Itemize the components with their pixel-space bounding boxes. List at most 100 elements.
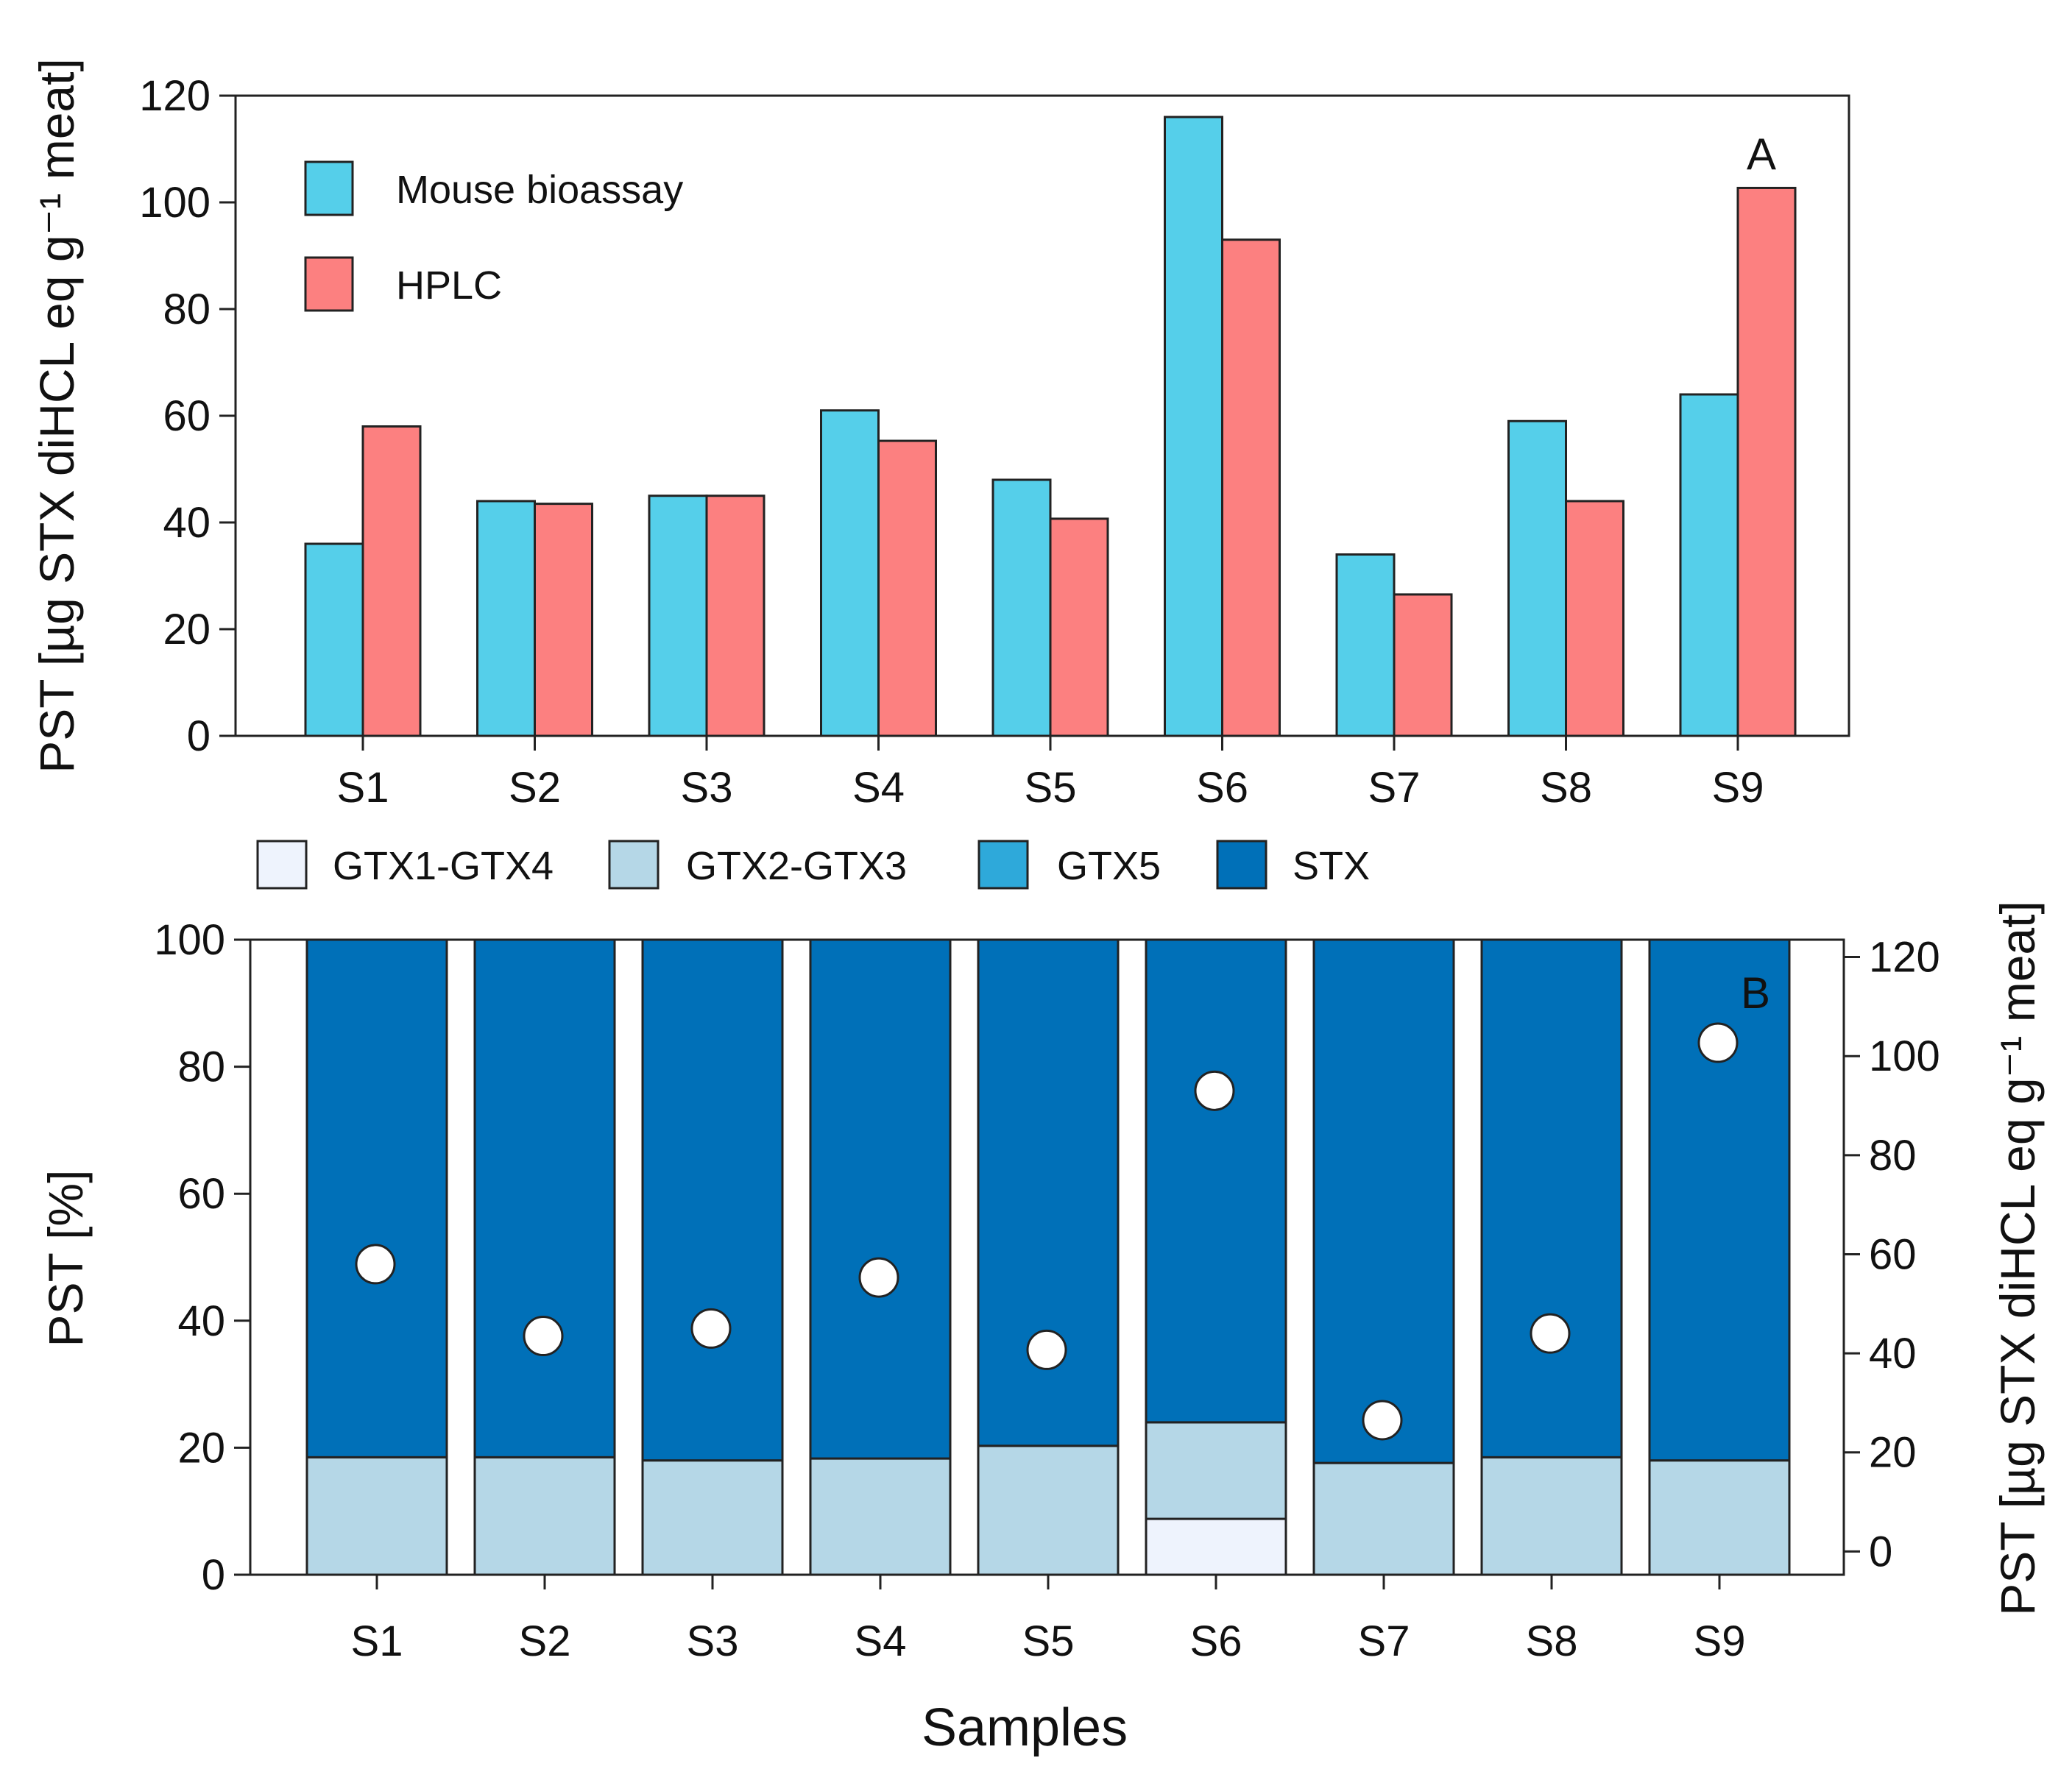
- legend-swatch-stx: [1216, 840, 1267, 890]
- bar-stx-s4: [809, 938, 952, 1460]
- panel-b-bars: [305, 938, 1791, 1576]
- y-tick-label: 60: [163, 392, 211, 440]
- bar-gtx2-gtx3-s9: [1648, 1459, 1791, 1576]
- bar-hplc-s3: [705, 494, 765, 737]
- x-tick-label: S4: [852, 764, 905, 812]
- y-tick-label: 100: [139, 179, 211, 227]
- secondary-y-tick-label: 40: [1869, 1330, 1917, 1378]
- y-tick-label: 0: [202, 1551, 225, 1599]
- point-hplc-s7: [1362, 1400, 1403, 1441]
- bar-hplc-s4: [877, 439, 937, 737]
- legend-label-mouse-bioassay: Mouse bioassay: [396, 168, 683, 212]
- bar-stx-s6: [1145, 938, 1287, 1424]
- point-hplc-s1: [355, 1244, 396, 1285]
- x-tick-label: S8: [1526, 1617, 1578, 1665]
- bar-mouse-bioassay-s6: [1164, 116, 1223, 737]
- panel-b-y-axis-label: PST [%]: [38, 1170, 93, 1347]
- x-tick-label: S8: [1540, 764, 1592, 812]
- legend-label-gtx1-gtx4: GTX1-GTX4: [333, 844, 554, 888]
- secondary-y-tick-label: 120: [1869, 934, 1940, 982]
- panel-b-y-axis: 0 20 40 60 80 100: [154, 916, 250, 1599]
- legend-label-hplc: HPLC: [396, 263, 502, 308]
- y-tick-label: 20: [163, 606, 211, 653]
- bar-hplc-s1: [361, 425, 422, 737]
- y-tick-label: 40: [177, 1297, 225, 1345]
- y-tick-label: 40: [163, 499, 211, 547]
- panel-b-secondary-y-axis: 0 20 40 60 80 100 120: [1844, 934, 1940, 1575]
- y-tick-label: 120: [139, 72, 211, 120]
- x-tick-label: S3: [681, 764, 733, 812]
- bar-gtx2-gtx3-s8: [1480, 1456, 1623, 1576]
- bar-hplc-s7: [1393, 593, 1453, 737]
- bar-mouse-bioassay-s5: [991, 478, 1052, 737]
- legend-swatch-gtx5: [977, 840, 1029, 890]
- x-tick-label: S4: [855, 1617, 907, 1665]
- x-tick-label: S1: [351, 1617, 403, 1665]
- x-tick-label: S5: [1022, 1617, 1075, 1665]
- bar-hplc-s9: [1736, 186, 1797, 737]
- panel-b-points: [355, 1022, 1739, 1441]
- bar-gtx2-gtx3-s1: [305, 1456, 448, 1576]
- x-tick-label: S2: [519, 1617, 571, 1665]
- legend-swatch-gtx1-gtx4: [256, 840, 308, 890]
- bar-stx-s7: [1312, 938, 1455, 1464]
- secondary-y-tick-label: 80: [1869, 1132, 1917, 1180]
- x-tick-label: S5: [1025, 764, 1077, 812]
- point-hplc-s3: [690, 1308, 732, 1349]
- y-tick-label: 80: [177, 1043, 225, 1091]
- x-tick-label: S3: [687, 1617, 739, 1665]
- panel-b-label: B: [1741, 968, 1770, 1018]
- bar-gtx2-gtx3-s5: [977, 1444, 1120, 1576]
- y-tick-label: 20: [177, 1424, 225, 1472]
- point-hplc-s4: [858, 1257, 899, 1298]
- point-hplc-s8: [1530, 1313, 1571, 1354]
- secondary-y-tick-label: 60: [1869, 1230, 1917, 1278]
- point-hplc-s2: [523, 1316, 564, 1357]
- bar-stx-s8: [1480, 938, 1623, 1458]
- bar-gtx2-gtx3-s2: [473, 1456, 616, 1576]
- legend-swatch-mouse-bioassay: [304, 160, 354, 216]
- point-hplc-s9: [1697, 1022, 1739, 1063]
- panel-a-x-axis: S1 S2 S3 S4 S5 S6 S7 S8 S9: [337, 736, 1764, 812]
- panel-a-y-axis: 0 20 40 60 80 100 120: [139, 72, 236, 760]
- legend-label-stx: STX: [1293, 844, 1370, 888]
- legend-label-gtx5: GTX5: [1057, 844, 1161, 888]
- bar-gtx1-gtx4-s6: [1145, 1517, 1287, 1576]
- bar-hplc-s8: [1565, 500, 1624, 737]
- bar-gtx2-gtx3-s7: [1312, 1461, 1455, 1576]
- x-tick-label: S1: [337, 764, 389, 812]
- bar-stx-s1: [305, 938, 448, 1458]
- panel-b-chart: 0 20 40 60 80 100 0 20 40 60 80 100 120 S1 S2 S3 S4 S5 S…: [38, 901, 2045, 1757]
- bar-mouse-bioassay-s1: [304, 542, 364, 737]
- point-hplc-s6: [1194, 1070, 1235, 1111]
- bar-hplc-s2: [534, 503, 593, 737]
- x-tick-label: S6: [1196, 764, 1248, 812]
- y-tick-label: 100: [154, 916, 225, 964]
- bar-mouse-bioassay-s7: [1335, 553, 1396, 737]
- y-tick-label: 60: [177, 1170, 225, 1218]
- bar-mouse-bioassay-s3: [648, 494, 708, 737]
- legend-swatch-hplc: [304, 256, 354, 312]
- bar-mouse-bioassay-s2: [476, 500, 536, 737]
- legend-swatch-gtx2-gtx3: [608, 840, 660, 890]
- bar-stx-s2: [473, 938, 616, 1458]
- panel-b-x-axis: S1 S2 S3 S4 S5 S6 S7 S8 S9: [351, 1575, 1745, 1665]
- bar-gtx2-gtx3-s4: [809, 1457, 952, 1576]
- panel-a-bars: [304, 116, 1797, 737]
- secondary-y-tick-label: 0: [1869, 1528, 1892, 1575]
- panel-b-secondary-y-axis-label: PST [µg STX diHCL eq g⁻¹ meat]: [1990, 901, 2045, 1616]
- panel-b-legend: GTX1-GTX4 GTX2-GTX3 GTX5 STX: [256, 840, 1370, 890]
- panel-b-x-axis-label: Samples: [922, 1698, 1128, 1757]
- x-tick-label: S7: [1358, 1617, 1410, 1665]
- x-tick-label: S6: [1190, 1617, 1242, 1665]
- secondary-y-tick-label: 100: [1869, 1032, 1940, 1080]
- secondary-y-tick-label: 20: [1869, 1429, 1917, 1477]
- x-tick-label: S2: [509, 764, 561, 812]
- panel-a-chart: 0 20 40 60 80 100 120 S1 S2 S3 S4 S5 S6 S7 S8 S9 PST […: [29, 58, 1850, 812]
- bar-hplc-s6: [1221, 238, 1281, 737]
- bar-gtx2-gtx3-s6: [1145, 1421, 1287, 1520]
- x-tick-label: S7: [1368, 764, 1421, 812]
- bar-hplc-s5: [1049, 517, 1109, 737]
- legend-label-gtx2-gtx3: GTX2-GTX3: [686, 844, 907, 888]
